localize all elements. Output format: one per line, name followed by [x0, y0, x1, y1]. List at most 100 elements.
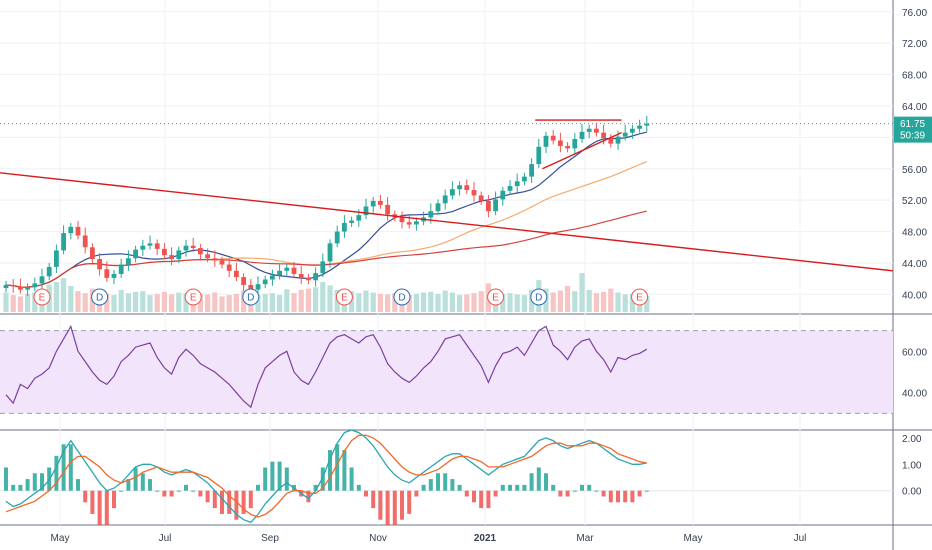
- candle-body: [75, 226, 81, 236]
- candle-body: [262, 279, 268, 285]
- macd-histogram-bar: [90, 490, 95, 514]
- candle-body: [133, 249, 138, 259]
- macd-histogram-bar: [464, 490, 469, 497]
- time-tick-label: Mar: [576, 533, 594, 544]
- candle-body: [169, 255, 174, 260]
- candle-body: [586, 128, 592, 132]
- macd-histogram-bar: [623, 490, 628, 503]
- candle-body: [464, 185, 470, 190]
- candle-body: [162, 248, 167, 256]
- candle-body: [219, 260, 225, 265]
- price-tick-label: 72.00: [902, 39, 927, 50]
- volume-bar: [500, 293, 506, 312]
- price-tick-label: 44.00: [902, 259, 927, 270]
- macd-histogram-bar: [637, 490, 642, 497]
- candle-body: [313, 273, 318, 281]
- volume-bar: [277, 295, 283, 312]
- macd-histogram-bar: [608, 490, 613, 503]
- macd-histogram-bar: [184, 484, 188, 491]
- volume-bar: [593, 293, 599, 312]
- macd-histogram-bar: [486, 490, 491, 509]
- volume-bar: [219, 296, 225, 312]
- macd-panel: [4, 429, 649, 526]
- rsi-tick-label: 40.00: [902, 389, 927, 400]
- candle-body: [111, 273, 117, 278]
- volume-bar: [68, 286, 74, 312]
- candle-body: [565, 146, 570, 149]
- candle-body: [248, 284, 254, 290]
- event-marker-label: E: [492, 293, 499, 304]
- macd-histogram-bar: [400, 490, 404, 520]
- last-price-badge: [894, 116, 932, 143]
- volume-bar: [608, 288, 614, 312]
- macd-histogram-bar: [212, 490, 217, 509]
- volume-bar: [133, 291, 139, 312]
- volume-bar: [377, 293, 383, 312]
- candle-body: [270, 275, 275, 280]
- candle-body: [90, 247, 95, 260]
- event-marker: [393, 288, 411, 306]
- macd-histogram-bar: [349, 467, 354, 491]
- candle-body: [457, 185, 462, 190]
- candle-body: [10, 284, 16, 287]
- candle-body: [543, 135, 549, 147]
- event-marker: [530, 288, 548, 306]
- macd-histogram-bar: [256, 484, 260, 491]
- volume-bar: [118, 289, 124, 312]
- macd-histogram-bar: [616, 490, 620, 503]
- volume-bar: [233, 293, 239, 312]
- time-tick-label: Sep: [261, 533, 279, 544]
- candle-body: [378, 200, 383, 205]
- price-tick-label: 76.00: [902, 8, 927, 19]
- volume-bar: [25, 293, 31, 312]
- macd-histogram-bar: [342, 450, 347, 491]
- volume-bar: [298, 289, 304, 312]
- event-marker-label: E: [341, 293, 348, 304]
- macd-histogram-bar: [306, 490, 311, 503]
- moving-averages: [5, 131, 648, 288]
- candle-body: [298, 273, 304, 278]
- candle-body: [370, 200, 376, 207]
- candle-body: [622, 132, 628, 137]
- event-marker: [91, 288, 109, 306]
- candle-body: [327, 243, 333, 262]
- macd-histogram-bar: [11, 484, 16, 491]
- macd-histogram-bar: [169, 490, 174, 497]
- macd-histogram-bar: [320, 467, 325, 491]
- volume-bar: [406, 295, 412, 312]
- rsi-band: [0, 330, 893, 414]
- time-tick-label: 2021: [474, 533, 497, 544]
- candle-body: [342, 222, 347, 232]
- volume-bar: [644, 295, 650, 312]
- candle-body: [428, 211, 434, 218]
- macd-histogram-bar: [421, 484, 426, 491]
- volume-bar: [284, 289, 290, 312]
- candle-body: [356, 215, 362, 221]
- price-tick-label: 64.00: [902, 102, 927, 113]
- macd-histogram-bar: [572, 490, 577, 492]
- macd-histogram-bar: [536, 467, 541, 491]
- candle-body: [644, 123, 650, 126]
- volume-bar: [205, 294, 211, 312]
- macd-histogram-bar: [328, 450, 332, 491]
- rsi-band-fill: [0, 330, 893, 414]
- price-tick-label: 48.00: [902, 228, 927, 239]
- volume-bar: [147, 295, 153, 312]
- candle-body: [147, 243, 153, 246]
- volume-bar: [349, 291, 355, 312]
- trendline: [542, 132, 622, 170]
- macd-histogram-bar: [450, 479, 455, 491]
- candle-body: [320, 261, 326, 274]
- candle-body: [154, 243, 160, 249]
- macd-histogram-bar: [551, 484, 556, 491]
- volume-bar: [471, 293, 477, 312]
- candle-body: [414, 221, 419, 225]
- macd-histogram-bar: [385, 490, 390, 526]
- volume-bar: [579, 273, 585, 312]
- candle-body: [183, 245, 189, 251]
- volume-bar: [442, 290, 448, 312]
- macd-histogram-bar: [140, 473, 145, 491]
- candle-body: [399, 217, 405, 223]
- candle-body: [25, 287, 30, 290]
- macd-histogram-bar: [162, 490, 167, 497]
